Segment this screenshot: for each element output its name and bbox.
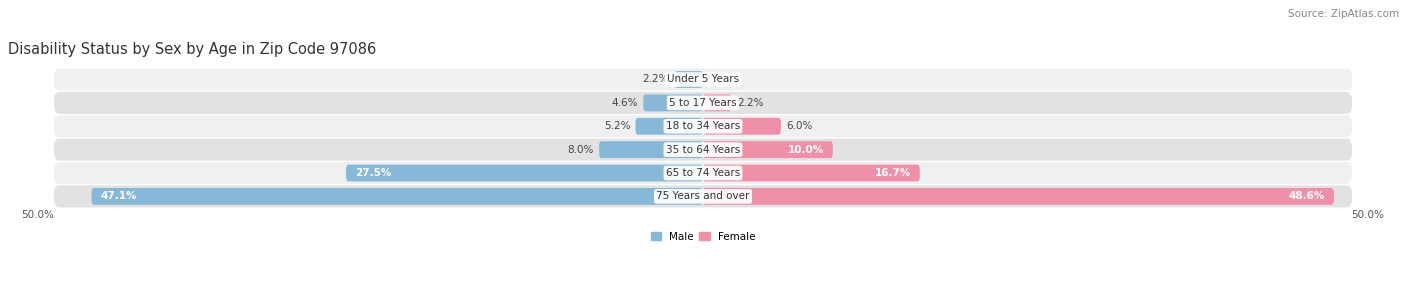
Text: 16.7%: 16.7% (875, 168, 911, 178)
Text: 18 to 34 Years: 18 to 34 Years (666, 121, 740, 131)
Text: 50.0%: 50.0% (1351, 210, 1385, 220)
FancyBboxPatch shape (53, 139, 1353, 161)
FancyBboxPatch shape (703, 95, 731, 111)
Text: 4.6%: 4.6% (612, 98, 638, 108)
FancyBboxPatch shape (53, 185, 1353, 207)
Text: 10.0%: 10.0% (787, 145, 824, 155)
Text: 2.2%: 2.2% (643, 74, 669, 85)
Text: 2.2%: 2.2% (737, 98, 763, 108)
FancyBboxPatch shape (644, 95, 703, 111)
Text: Disability Status by Sex by Age in Zip Code 97086: Disability Status by Sex by Age in Zip C… (8, 42, 377, 57)
Text: 35 to 64 Years: 35 to 64 Years (666, 145, 740, 155)
Text: 6.0%: 6.0% (786, 121, 813, 131)
FancyBboxPatch shape (346, 164, 703, 181)
Text: 5.2%: 5.2% (603, 121, 630, 131)
Text: 27.5%: 27.5% (356, 168, 391, 178)
FancyBboxPatch shape (599, 141, 703, 158)
Text: 48.6%: 48.6% (1288, 192, 1324, 201)
FancyBboxPatch shape (636, 118, 703, 135)
Text: 47.1%: 47.1% (101, 192, 138, 201)
Legend: Male, Female: Male, Female (647, 227, 759, 246)
Text: 5 to 17 Years: 5 to 17 Years (669, 98, 737, 108)
FancyBboxPatch shape (53, 162, 1353, 184)
Text: Source: ZipAtlas.com: Source: ZipAtlas.com (1288, 9, 1399, 19)
FancyBboxPatch shape (703, 118, 780, 135)
Text: 50.0%: 50.0% (21, 210, 55, 220)
Text: 8.0%: 8.0% (568, 145, 593, 155)
Text: 75 Years and over: 75 Years and over (657, 192, 749, 201)
FancyBboxPatch shape (53, 92, 1353, 114)
FancyBboxPatch shape (675, 71, 703, 88)
FancyBboxPatch shape (53, 115, 1353, 137)
FancyBboxPatch shape (703, 188, 1334, 205)
FancyBboxPatch shape (703, 141, 832, 158)
Text: Under 5 Years: Under 5 Years (666, 74, 740, 85)
FancyBboxPatch shape (91, 188, 703, 205)
FancyBboxPatch shape (53, 68, 1353, 91)
FancyBboxPatch shape (703, 164, 920, 181)
Text: 65 to 74 Years: 65 to 74 Years (666, 168, 740, 178)
